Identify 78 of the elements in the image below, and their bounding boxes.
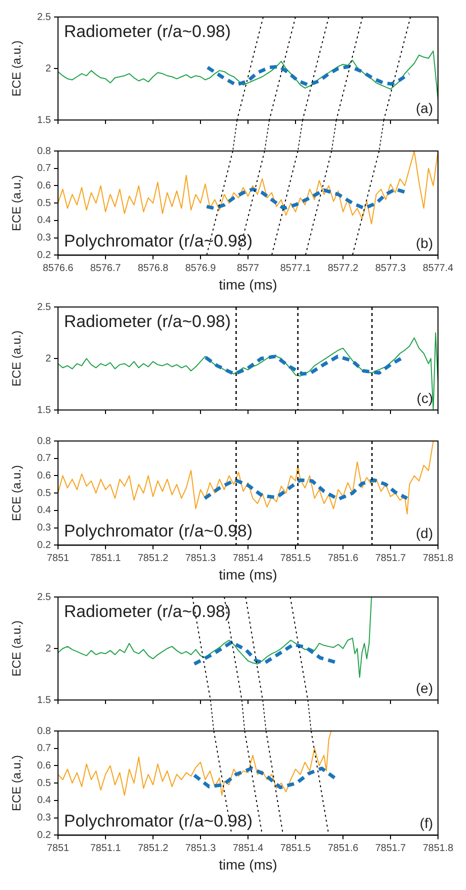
y-tick-label: 1.5 [37,694,52,706]
y-tick-label: 0.4 [37,795,52,806]
x-tick-label: 7851.6 [328,842,359,854]
y-tick-label: 0.2 [37,830,52,841]
x-tick-label: 7851.2 [138,552,169,564]
x-axis-title: time (ms) [218,276,278,292]
x-axis-title: time (ms) [218,856,278,872]
y-tick-label: 0.2 [37,540,52,551]
y-tick-label: 0.2 [37,250,52,261]
y-axis-title: ECE (a.u.) [10,40,24,97]
x-tick-label: 7851.1 [90,552,122,564]
y-tick-label: 0.5 [37,778,52,789]
x-tick-label: 7851.6 [328,552,359,564]
annotation: (d) [416,525,433,542]
annotation: Radiometer (r/a~0.98) [64,602,231,622]
y-tick-label: 2.5 [37,12,52,23]
x-tick-label: 8577.2 [328,262,359,274]
x-tick-label: 7851.8 [422,552,454,564]
y-tick-label: 0.6 [37,760,52,772]
y-tick-label: 0.6 [37,180,52,192]
y-tick-label: 0.3 [37,232,52,244]
annotation: (c) [416,390,433,406]
y-tick-label: 2.5 [37,592,52,603]
y-tick-label: 0.8 [37,436,52,447]
y-axis-title: ECE (a.u.) [10,330,24,387]
annotation: (b) [416,235,433,252]
y-tick-label: 0.7 [37,163,52,174]
y-tick-label: 0.5 [37,488,52,499]
x-tick-label: 8576.8 [138,262,169,274]
y-tick-label: 0.8 [37,146,52,157]
y-tick-label: 0.6 [37,470,52,482]
x-tick-label: 7851.3 [185,842,216,854]
annotation: Polychromator (r/a~0.98) [64,231,252,250]
y-axis-title: ECE (a.u.) [10,620,24,677]
y-tick-label: 0.8 [37,726,52,737]
x-tick-label: 8577.1 [280,262,312,274]
annotation: Radiometer (r/a~0.98) [64,312,231,332]
x-tick-label: 8576.6 [42,262,74,274]
y-tick-label: 1.5 [37,114,52,126]
y-axis-title: ECE (a.u.) [10,755,24,812]
annotation: (f) [420,815,433,832]
x-tick-label: 7851.3 [185,552,216,564]
y-tick-label: 0.4 [37,505,52,516]
y-tick-label: 0.7 [37,453,52,464]
x-tick-label: 8577.4 [422,262,454,274]
x-tick-label: 7851.4 [232,842,264,854]
y-tick-label: 0.3 [37,522,52,534]
annotation: Radiometer (r/a~0.98) [64,22,231,42]
y-tick-label: 2 [45,63,52,74]
x-tick-label: 7851 [46,552,70,564]
annotation: (e) [416,680,433,696]
y-tick-label: 0.4 [37,215,52,226]
x-tick-label: 8577.3 [375,262,406,274]
x-tick-label: 7851.7 [375,552,406,564]
annotation: Polychromator (r/a~0.98) [64,811,252,830]
x-tick-label: 7851.8 [422,842,454,854]
x-axis-title: time (ms) [218,566,278,582]
x-tick-label: 7851.5 [280,842,312,854]
x-tick-label: 7851.2 [138,842,169,854]
y-tick-label: 2 [45,353,52,364]
y-tick-label: 0.3 [37,812,52,824]
x-tick-label: 7851.4 [232,552,264,564]
x-tick-label: 8576.9 [185,262,216,274]
x-tick-label: 7851.5 [280,552,312,564]
y-tick-label: 1.5 [37,404,52,416]
y-tick-label: 0.5 [37,198,52,209]
x-tick-label: 7851.7 [375,842,406,854]
y-tick-label: 2.5 [37,302,52,313]
x-tick-label: 8576.7 [90,262,122,274]
y-tick-label: 0.7 [37,743,52,754]
x-tick-label: 7851.1 [90,842,122,854]
annotation: Polychromator (r/a~0.98) [64,521,252,540]
y-axis-title: ECE (a.u.) [10,465,24,522]
annotation: (a) [416,100,433,116]
y-tick-label: 2 [45,643,52,654]
y-axis-title: ECE (a.u.) [10,175,24,232]
x-tick-label: 7851 [46,842,70,854]
x-tick-label: 8577 [236,262,260,274]
